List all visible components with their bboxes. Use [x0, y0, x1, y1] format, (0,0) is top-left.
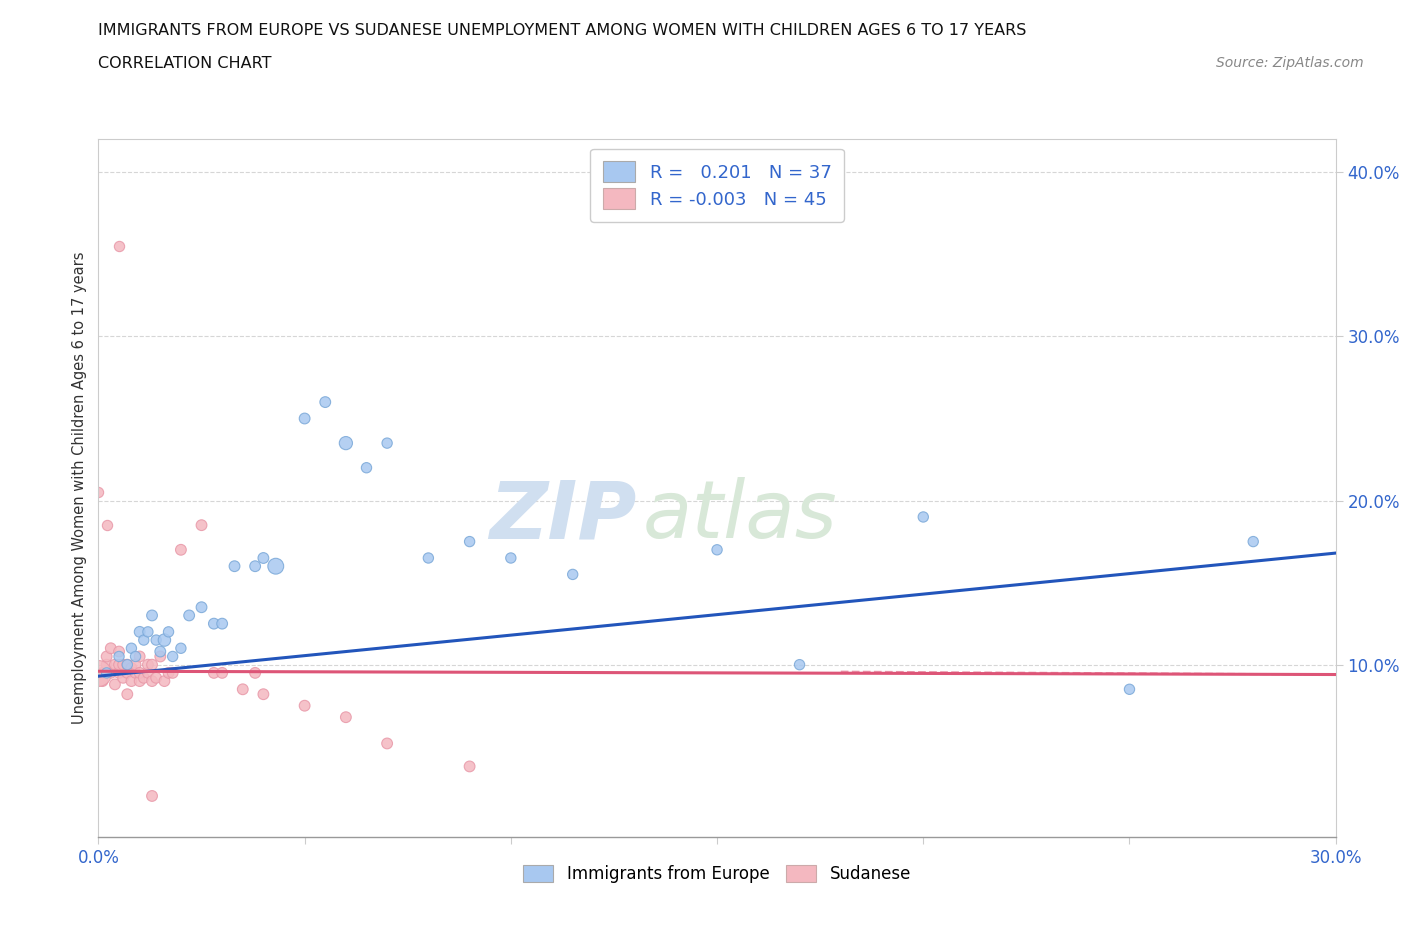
Point — [104, 677, 127, 692]
Point — [202, 617, 225, 631]
Point — [153, 632, 176, 647]
Point — [128, 624, 150, 639]
Point — [91, 673, 114, 688]
Y-axis label: Unemployment Among Women with Children Ages 6 to 17 years: Unemployment Among Women with Children A… — [72, 252, 87, 724]
Point — [124, 658, 146, 672]
Point — [232, 682, 254, 697]
Point — [179, 608, 201, 623]
Point — [124, 649, 146, 664]
Point — [112, 671, 135, 685]
Point — [211, 617, 233, 631]
Point — [243, 559, 266, 574]
Point — [294, 411, 316, 426]
Point — [128, 649, 150, 664]
Point — [170, 641, 193, 656]
Point — [96, 649, 118, 664]
Point — [335, 710, 357, 724]
Text: ZIP: ZIP — [489, 477, 637, 555]
Point — [124, 666, 146, 681]
Point — [375, 736, 398, 751]
Point — [120, 673, 142, 688]
Point — [96, 658, 118, 672]
Point — [211, 666, 233, 681]
Point — [145, 632, 167, 647]
Point — [112, 658, 135, 672]
Point — [104, 658, 127, 672]
Text: IMMIGRANTS FROM EUROPE VS SUDANESE UNEMPLOYMENT AMONG WOMEN WITH CHILDREN AGES 6: IMMIGRANTS FROM EUROPE VS SUDANESE UNEMP… — [98, 23, 1026, 38]
Point — [252, 551, 274, 565]
Point — [706, 542, 728, 557]
Text: CORRELATION CHART: CORRELATION CHART — [98, 56, 271, 71]
Point — [141, 608, 163, 623]
Point — [120, 641, 142, 656]
Point — [100, 666, 122, 681]
Point — [912, 510, 935, 525]
Point — [375, 435, 398, 450]
Legend: Immigrants from Europe, Sudanese: Immigrants from Europe, Sudanese — [515, 857, 920, 892]
Point — [141, 673, 163, 688]
Point — [128, 673, 150, 688]
Point — [120, 660, 142, 675]
Point — [91, 666, 114, 681]
Point — [499, 551, 522, 565]
Point — [108, 666, 131, 681]
Point — [108, 658, 131, 672]
Point — [108, 644, 131, 659]
Point — [294, 698, 316, 713]
Point — [108, 649, 131, 664]
Point — [117, 666, 139, 681]
Point — [149, 649, 172, 664]
Point — [224, 559, 246, 574]
Point — [243, 666, 266, 681]
Point — [157, 666, 180, 681]
Point — [136, 624, 159, 639]
Point — [1241, 534, 1264, 549]
Point — [96, 518, 118, 533]
Point — [117, 686, 139, 701]
Point — [132, 671, 155, 685]
Point — [1118, 682, 1140, 697]
Point — [87, 666, 110, 681]
Point — [141, 658, 163, 672]
Point — [132, 632, 155, 647]
Point — [190, 518, 212, 533]
Point — [141, 789, 163, 804]
Point — [117, 658, 139, 672]
Point — [264, 559, 287, 574]
Point — [202, 666, 225, 681]
Point — [335, 435, 357, 450]
Point — [162, 666, 184, 681]
Point — [149, 644, 172, 659]
Point — [87, 485, 110, 499]
Point — [789, 658, 811, 672]
Point — [252, 686, 274, 701]
Text: Source: ZipAtlas.com: Source: ZipAtlas.com — [1216, 56, 1364, 70]
Point — [162, 649, 184, 664]
Point — [117, 658, 139, 672]
Point — [314, 394, 336, 409]
Point — [458, 534, 481, 549]
Point — [145, 671, 167, 685]
Point — [108, 239, 131, 254]
Point — [153, 673, 176, 688]
Point — [561, 567, 583, 582]
Point — [100, 641, 122, 656]
Point — [190, 600, 212, 615]
Point — [96, 666, 118, 681]
Point — [356, 460, 378, 475]
Point — [170, 542, 193, 557]
Point — [418, 551, 440, 565]
Point — [458, 759, 481, 774]
Point — [136, 658, 159, 672]
Point — [128, 666, 150, 681]
Point — [136, 666, 159, 681]
Point — [157, 624, 180, 639]
Text: atlas: atlas — [643, 477, 838, 555]
